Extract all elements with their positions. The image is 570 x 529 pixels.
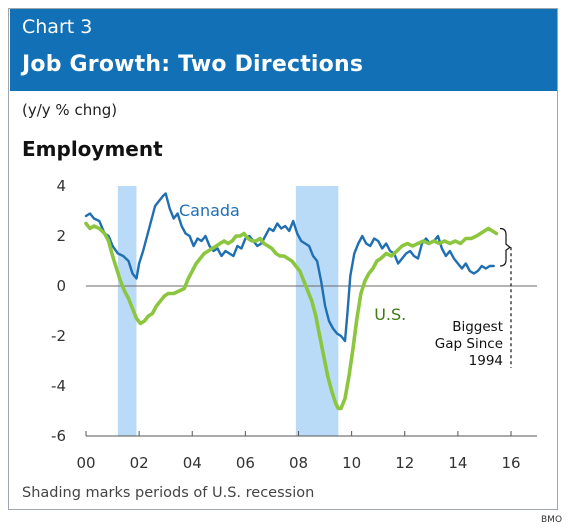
x-tick-label: 06	[236, 454, 255, 472]
y-tick-label: 4	[56, 177, 66, 195]
x-tick-label: 02	[130, 454, 149, 472]
source-label: BMO	[541, 515, 563, 525]
y-tick-label: 0	[56, 277, 66, 295]
gap-annotation-text: Biggest	[452, 319, 503, 335]
y-tick-label: -2	[51, 327, 66, 345]
gap-annotation-text: 1994	[469, 353, 503, 369]
x-tick-label: 12	[395, 454, 414, 472]
x-tick-label: 08	[289, 454, 308, 472]
axes-group: 00 02 04 06 08 10 12 14 16 4 2 0 -2 -4 -6	[51, 177, 537, 472]
unit-label: (y/y % chng)	[22, 101, 118, 119]
gap-bracket	[499, 227, 511, 267]
x-tick-label: 00	[76, 454, 95, 472]
x-tick-label: 14	[448, 454, 467, 472]
y-tick-label: -4	[51, 377, 66, 395]
canada-series-label: Canada	[179, 201, 240, 220]
footnote: Shading marks periods of U.S. recession	[22, 485, 315, 501]
canada-employment-line	[84, 192, 495, 343]
y-tick-label: 2	[56, 227, 66, 245]
chart-subtitle: Employment	[22, 137, 163, 161]
x-tick-label: 10	[342, 454, 361, 472]
x-tick-label: 04	[183, 454, 202, 472]
x-tick-label: 16	[501, 454, 520, 472]
recession-shade	[295, 186, 339, 436]
chart-header: Chart 3 Job Growth: Two Directions	[10, 9, 557, 91]
gap-annotation-text: Gap Since	[435, 336, 503, 352]
chart-frame	[8, 8, 558, 510]
series-labels-group: Canada U.S.	[179, 201, 406, 324]
chart-number: Chart 3	[22, 16, 93, 38]
recession-shade	[117, 186, 137, 436]
chart-title: Job Growth: Two Directions	[22, 52, 364, 77]
y-tick-label: -6	[51, 427, 66, 445]
series-lines-group	[84, 192, 499, 411]
us-employment-line	[84, 221, 499, 411]
us-series-label: U.S.	[374, 305, 406, 324]
